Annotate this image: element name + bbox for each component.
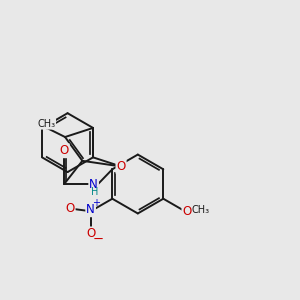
Text: O: O	[116, 160, 126, 173]
Text: O: O	[60, 144, 69, 157]
Text: N: N	[89, 178, 98, 190]
Text: H: H	[91, 187, 98, 197]
Text: +: +	[92, 198, 101, 208]
Text: O: O	[86, 227, 95, 240]
Text: CH₃: CH₃	[191, 205, 209, 215]
Text: O: O	[182, 205, 192, 218]
Text: −: −	[92, 232, 104, 245]
Text: O: O	[65, 202, 75, 215]
Text: CH₃: CH₃	[37, 119, 55, 129]
Text: N: N	[86, 203, 95, 216]
